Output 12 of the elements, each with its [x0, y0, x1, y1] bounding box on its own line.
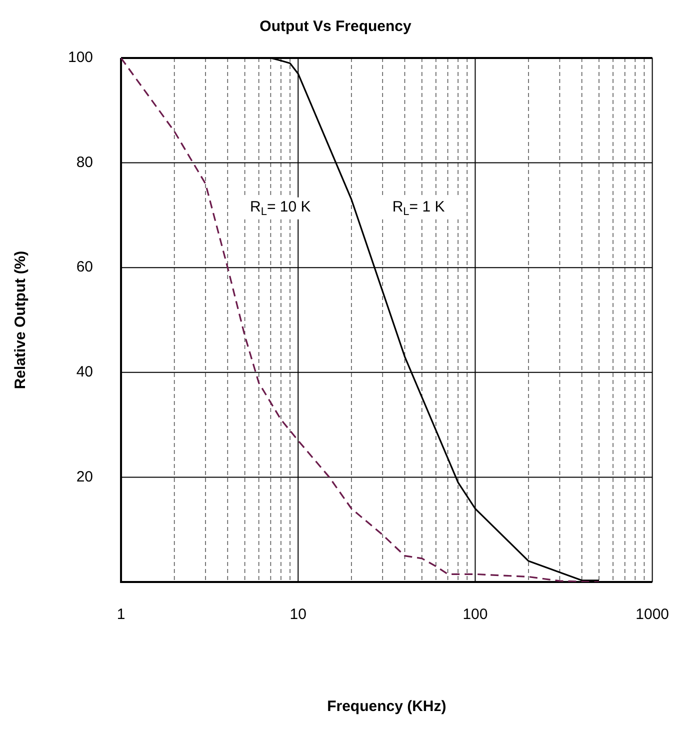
x-axis-title: Frequency (KHz): [327, 698, 446, 716]
y-tick-label: 20: [76, 468, 94, 486]
y-tick-label: 60: [76, 258, 94, 276]
x-tick-label: 1000: [636, 606, 670, 624]
y-tick-label: 100: [68, 49, 94, 66]
y-tick-label: 80: [76, 154, 94, 171]
x-tick-label: 10: [290, 606, 306, 624]
y-axis-title: Relative Output (%): [12, 250, 30, 390]
y-tick-label: 40: [76, 364, 94, 381]
x-tick-label: 1: [116, 606, 126, 624]
chart-title: Output Vs Frequency: [260, 18, 412, 36]
x-tick-label: 100: [462, 606, 488, 624]
